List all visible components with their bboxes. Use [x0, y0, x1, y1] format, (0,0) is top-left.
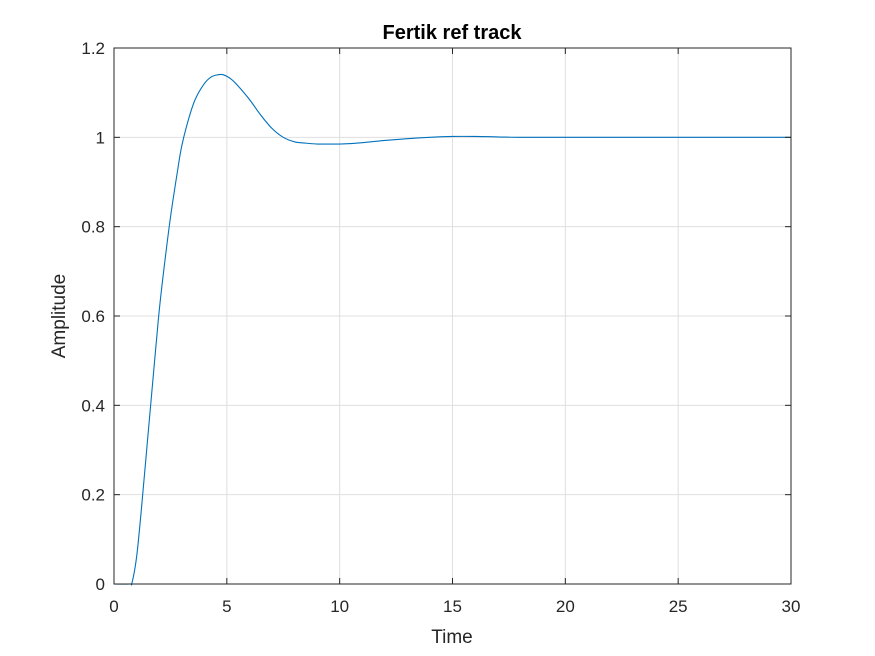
y-axis-label: Amplitude — [49, 274, 70, 359]
x-tick-label: 0 — [109, 597, 118, 616]
y-tick-label: 0.8 — [81, 218, 105, 237]
x-tick-label: 5 — [222, 597, 231, 616]
x-tick-labels: 0 5 10 15 20 25 30 — [109, 597, 800, 616]
series-layer — [113, 73, 791, 586]
y-tick-label: 0 — [96, 575, 105, 594]
x-tick-label: 15 — [443, 597, 462, 616]
y-tick-labels: 0 0.2 0.4 0.6 0.8 1 1.2 — [81, 39, 105, 594]
chart-title: Fertik ref track — [383, 22, 523, 44]
y-tick-label: 1.2 — [81, 39, 105, 58]
x-tick-label: 10 — [330, 597, 349, 616]
y-tick-label: 0.6 — [81, 307, 105, 326]
y-tick-label: 0.4 — [81, 396, 105, 415]
y-tick-label: 1 — [96, 128, 105, 147]
x-tick-label: 30 — [782, 597, 801, 616]
x-tick-label: 20 — [556, 597, 575, 616]
x-tick-label: 25 — [669, 597, 688, 616]
y-tick-label: 0.2 — [81, 486, 105, 505]
x-axis-label: Time — [431, 627, 473, 648]
tick-marks — [113, 47, 792, 585]
series-line-0 — [113, 73, 791, 586]
